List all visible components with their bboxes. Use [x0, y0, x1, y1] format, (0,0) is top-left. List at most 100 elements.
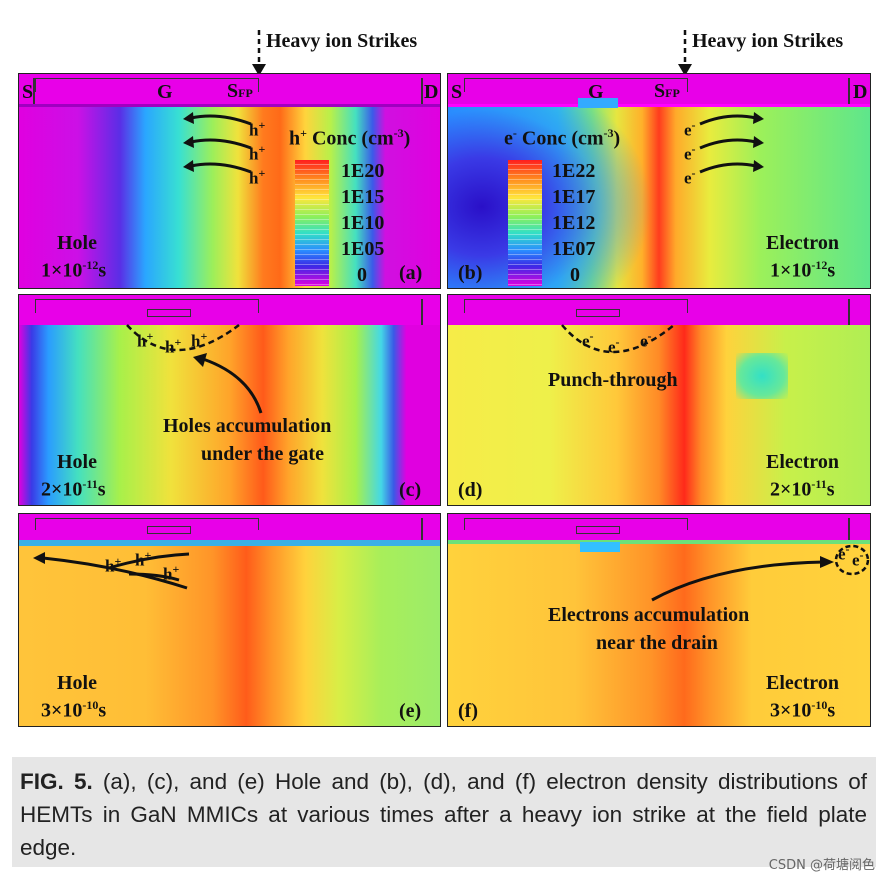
strike-arrow-right: [678, 30, 692, 76]
colorbar-tick: 1E07: [552, 238, 596, 260]
carrier-label: h+: [191, 329, 208, 351]
species-label: Hole: [57, 451, 97, 473]
panel-e: h+ h+ h+ Hole 3×10-10s (e): [18, 513, 441, 727]
time-label: 1×10-12s: [41, 258, 107, 282]
field-plate-outline: [35, 518, 259, 530]
panel-tag: (f): [458, 700, 478, 722]
passivation-top: [19, 74, 440, 104]
panel-tag: (e): [399, 700, 422, 722]
electron-motion-arrows: [699, 112, 764, 174]
drain-contact-outline: [421, 78, 423, 104]
time-label: 2×10-11s: [41, 477, 106, 501]
carrier-label: e-: [838, 542, 850, 564]
gate-outline: [147, 526, 191, 534]
drain-contact-outline: [848, 78, 850, 104]
colorbar-tick: 0: [357, 264, 367, 286]
annotation-arrow: [651, 556, 834, 602]
electron-density-map: [448, 295, 870, 505]
source-label: S: [22, 81, 34, 103]
channel-layer: [448, 104, 870, 107]
carrier-label: h+: [163, 562, 180, 584]
time-label: 2×10-11s: [770, 477, 835, 501]
electron-depleted-pocket: [736, 353, 788, 399]
colorbar-tick: 1E05: [341, 238, 385, 260]
strike-arrow-left: [252, 30, 266, 76]
carrier-label: h+: [249, 142, 266, 164]
electron-density-map: [448, 514, 870, 726]
carrier-label: h+: [137, 329, 154, 351]
field-plate-label: SFP: [654, 80, 680, 102]
panel-a: S G SFP D h+ h+ h+ h+ Conc (cm-3) 1E20 1…: [18, 73, 441, 289]
drain-contact-outline: [848, 518, 850, 540]
gate-label: G: [157, 81, 173, 103]
carrier-label: e-: [640, 329, 652, 351]
species-label: Electron: [766, 451, 839, 473]
time-label: 3×10-10s: [41, 698, 107, 722]
panel-tag: (d): [458, 479, 483, 501]
colorbar-title: h+ Conc (cm-3): [289, 126, 411, 150]
field-plate-outline: [464, 78, 688, 92]
carrier-label: h+: [249, 166, 266, 188]
caption-text: (a), (c), and (e) Hole and (b), (d), and…: [20, 769, 868, 860]
field-plate-label: SFP: [227, 80, 253, 102]
colorbar-tick: 0: [570, 264, 580, 286]
panel-tag: (c): [399, 479, 422, 501]
carrier-label: h+: [249, 118, 266, 140]
drain-label: D: [424, 81, 439, 103]
hole-accumulation-region: [126, 324, 240, 352]
strike-label-right: Heavy ion Strikes: [692, 30, 844, 52]
colorbar-tick: 1E10: [341, 212, 385, 234]
annotation-electrons-accumulation: near the drain: [596, 632, 718, 654]
annotation-holes-accumulation: Holes accumulation: [163, 415, 332, 437]
species-label: Electron: [766, 672, 839, 694]
hole-density-map: [19, 514, 440, 726]
carrier-label: e-: [582, 329, 594, 351]
carrier-label: e-: [684, 142, 696, 164]
watermark: CSDN @荷塘阅色: [768, 858, 875, 873]
colorbar-hole: [295, 160, 329, 286]
drain-contact-outline: [421, 299, 423, 325]
channel-layer: [448, 540, 870, 544]
field-plate-outline: [35, 78, 259, 92]
hole-motion-arrows: [183, 112, 252, 174]
gate-label: G: [588, 81, 604, 103]
gate-depletion: [578, 98, 618, 108]
annotation-arrow: [193, 353, 263, 414]
colorbar-electron: [508, 160, 542, 286]
carrier-label: h+: [105, 554, 122, 576]
hole-density-map: [19, 74, 440, 288]
colorbar-tick: 1E22: [552, 160, 596, 182]
passivation-top: [19, 295, 440, 325]
annotation-punch-through: Punch-through: [548, 369, 678, 391]
annotation-holes-accumulation: under the gate: [201, 443, 324, 465]
colorbar-tick: 1E20: [341, 160, 385, 182]
passivation-top: [448, 74, 870, 104]
colorbar-tick: 1E17: [552, 186, 596, 208]
field-plate-outline: [464, 518, 688, 530]
species-label: Electron: [766, 232, 839, 254]
gate-outline: [576, 526, 620, 534]
carrier-label: h+: [165, 335, 182, 357]
colorbar-tick: 1E15: [341, 186, 385, 208]
field-plate-outline: [464, 299, 688, 313]
hole-motion-arrows: [33, 552, 190, 590]
source-label: S: [451, 81, 463, 103]
time-label: 3×10-10s: [770, 698, 836, 722]
figure-caption: FIG. 5. (a), (c), and (e) Hole and (b), …: [12, 757, 876, 867]
panel-c: h+ h+ h+ Holes accumulation under the ga…: [18, 294, 441, 506]
colorbar-tick: 1E12: [552, 212, 596, 234]
time-label: 1×10-12s: [770, 258, 836, 282]
species-label: Hole: [57, 672, 97, 694]
field-plate-outline: [35, 299, 259, 313]
source-contact-outline: [33, 78, 35, 104]
electron-accumulation-region: [834, 544, 870, 576]
carrier-label: e-: [684, 118, 696, 140]
passivation-top: [448, 295, 870, 325]
carrier-label: e-: [852, 548, 864, 570]
caption-label: FIG. 5.: [20, 769, 93, 794]
annotation-electrons-accumulation: Electrons accumulation: [548, 604, 750, 626]
gate-outline: [576, 309, 620, 317]
strike-label-left: Heavy ion Strikes: [266, 30, 418, 52]
species-label: Hole: [57, 232, 97, 254]
drain-contact-outline: [421, 518, 423, 540]
